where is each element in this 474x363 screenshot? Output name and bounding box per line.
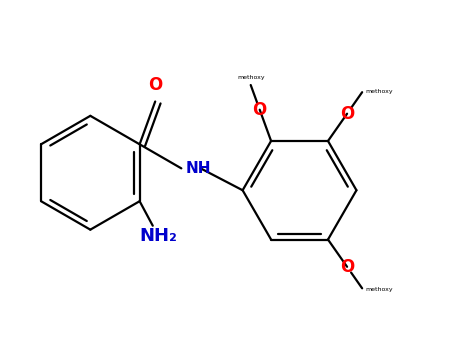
- Text: methoxy: methoxy: [365, 89, 393, 94]
- Text: O: O: [148, 76, 162, 94]
- Text: O: O: [340, 258, 354, 276]
- Text: NH₂: NH₂: [139, 227, 177, 245]
- Text: methoxy: methoxy: [238, 75, 265, 80]
- Text: methoxy: methoxy: [365, 287, 393, 292]
- Text: NH: NH: [186, 161, 211, 176]
- Text: O: O: [253, 101, 267, 119]
- Text: O: O: [340, 105, 354, 123]
